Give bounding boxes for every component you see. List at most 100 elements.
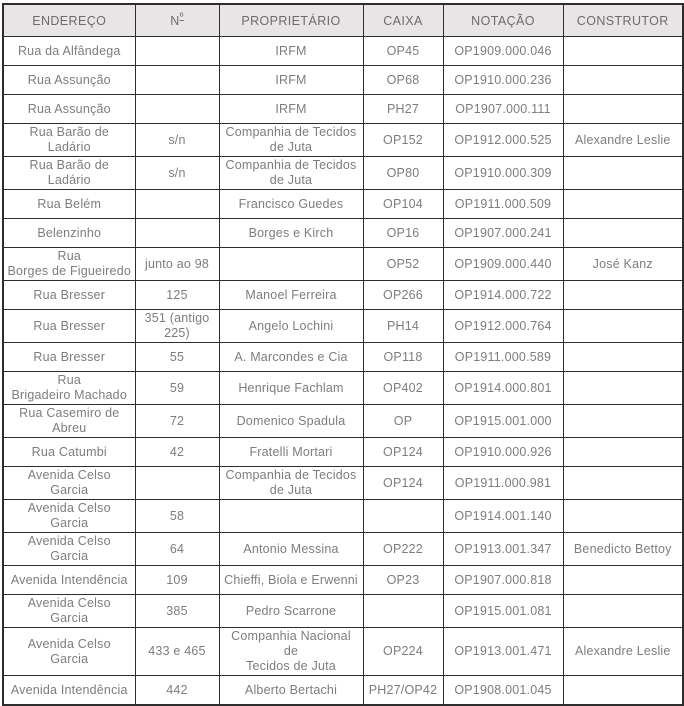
- table-row: Rua Barão de Ladário s/n Companhia de Teci…: [2, 156, 684, 190]
- column-header-construtor: CONSTRUTOR: [562, 3, 684, 37]
- cell-endereco: Avenida Celso Garcia: [2, 499, 136, 533]
- cell-caixa: OP224: [362, 627, 444, 676]
- table-row: Rua Catumbi 42 Fratelli Mortari OP124 OP1910…: [2, 437, 684, 467]
- cell-notacao: OP1915.001.000: [442, 404, 564, 438]
- table-row: Rua Brigadeiro Machado 59 Henrique Fachlam…: [2, 371, 684, 405]
- column-header-endereco: ENDEREÇO: [2, 3, 136, 37]
- cell-caixa: OP222: [362, 532, 444, 566]
- cell-proprietario: IRFM: [218, 65, 364, 95]
- cell-caixa: OP118: [362, 342, 444, 372]
- cell-construtor: [562, 280, 684, 310]
- table-row: Rua Casemiro de Abreu 72 Domenico Spadula O…: [2, 404, 684, 438]
- cell-endereco: Rua Assunção: [2, 65, 136, 95]
- cell-endereco: Avenida Intendência: [2, 675, 136, 706]
- cell-endereco: Rua da Alfândega: [2, 36, 136, 66]
- cell-notacao: OP1913.001.347: [442, 532, 564, 566]
- cell-construtor: [562, 499, 684, 533]
- table-row: Rua Barão de Ladário s/n Companhia de Teci…: [2, 123, 684, 157]
- cell-numero: junto ao 98: [134, 247, 220, 281]
- cell-numero: 72: [134, 404, 220, 438]
- cell-caixa: [362, 594, 444, 628]
- cell-notacao: OP1907.000.111: [442, 94, 564, 124]
- cell-numero: [134, 218, 220, 248]
- table-row: Rua Bresser 125 Manoel Ferreira OP266 OP1914…: [2, 280, 684, 310]
- cell-construtor: [562, 94, 684, 124]
- cell-proprietario: Chieffi, Biola e Erwenni: [218, 565, 364, 595]
- header-row: ENDEREÇO Nº PROPRIETÁRIO CAIXA NOTAÇÃO CONSTR…: [2, 3, 684, 37]
- cell-notacao: OP1913.001.471: [442, 627, 564, 676]
- cell-numero: 42: [134, 437, 220, 467]
- cell-construtor: [562, 218, 684, 248]
- cell-construtor: [562, 404, 684, 438]
- cell-notacao: OP1911.000.509: [442, 189, 564, 219]
- cell-caixa: OP45: [362, 36, 444, 66]
- cell-proprietario: Henrique Fachlam: [218, 371, 364, 405]
- cell-endereco: Rua Casemiro de Abreu: [2, 404, 136, 438]
- cell-numero: 385: [134, 594, 220, 628]
- cell-notacao: OP1911.000.981: [442, 466, 564, 500]
- cell-numero: 109: [134, 565, 220, 595]
- cell-construtor: Alexandre Leslie: [562, 123, 684, 157]
- cell-numero: 442: [134, 675, 220, 706]
- cell-construtor: Benedicto Bettoy: [562, 532, 684, 566]
- cell-proprietario: A. Marcondes e Cia: [218, 342, 364, 372]
- cell-numero: 351 (antigo 225): [134, 309, 220, 343]
- table-row: Avenida Intendência 109 Chieffi, Biola e E…: [2, 565, 684, 595]
- table-row: Belenzinho Borges e Kirch OP16 OP1907.000.2…: [2, 218, 684, 248]
- column-header-numero: Nº: [134, 3, 220, 37]
- cell-construtor: [562, 466, 684, 500]
- cell-caixa: PH14: [362, 309, 444, 343]
- cell-endereco: Rua Belém: [2, 189, 136, 219]
- cell-construtor: Alexandre Leslie: [562, 627, 684, 676]
- cell-proprietario: Antonio Messina: [218, 532, 364, 566]
- cell-notacao: OP1909.000.046: [442, 36, 564, 66]
- cell-caixa: OP52: [362, 247, 444, 281]
- cell-caixa: OP23: [362, 565, 444, 595]
- cell-caixa: OP104: [362, 189, 444, 219]
- table-row: Rua Assunção IRFM OP68 OP1910.000.236: [2, 65, 684, 95]
- cell-caixa: PH27: [362, 94, 444, 124]
- cell-numero: 58: [134, 499, 220, 533]
- cell-caixa: OP80: [362, 156, 444, 190]
- cell-proprietario: Francisco Guedes: [218, 189, 364, 219]
- cell-construtor: [562, 437, 684, 467]
- cell-proprietario: Companhia de Tecidos de Juta: [218, 156, 364, 190]
- table-row: Rua Belém Francisco Guedes OP104 OP1911.000…: [2, 189, 684, 219]
- cell-notacao: OP1914.001.140: [442, 499, 564, 533]
- cell-notacao: OP1914.000.722: [442, 280, 564, 310]
- cell-proprietario: Companhia Nacional de Tecidos de Juta: [218, 627, 364, 676]
- column-header-caixa: CAIXA: [362, 3, 444, 37]
- cell-construtor: [562, 371, 684, 405]
- cell-proprietario: Pedro Scarrone: [218, 594, 364, 628]
- cell-notacao: OP1909.000.440: [442, 247, 564, 281]
- cell-caixa: OP152: [362, 123, 444, 157]
- cell-endereco: Rua Barão de Ladário: [2, 156, 136, 190]
- cell-caixa: OP266: [362, 280, 444, 310]
- table-row: Avenida Celso Garcia 433 e 465 Companhia N…: [2, 627, 684, 676]
- column-header-proprietario: PROPRIETÁRIO: [218, 3, 364, 37]
- cell-construtor: [562, 36, 684, 66]
- table-row: Rua Bresser 55 A. Marcondes e Cia OP118 OP19…: [2, 342, 684, 372]
- table-row: Avenida Celso Garcia 64 Antonio Messina OP2…: [2, 532, 684, 566]
- cell-endereco: Avenida Celso Garcia: [2, 594, 136, 628]
- table-row: Rua Assunção IRFM PH27 OP1907.000.111: [2, 94, 684, 124]
- cell-caixa: [362, 499, 444, 533]
- cell-caixa: OP68: [362, 65, 444, 95]
- table-row: Rua Bresser 351 (antigo 225) Angelo Lochin…: [2, 309, 684, 343]
- cell-notacao: OP1907.000.818: [442, 565, 564, 595]
- cell-endereco: Rua Catumbi: [2, 437, 136, 467]
- cell-endereco: Rua Bresser: [2, 280, 136, 310]
- cell-endereco: Rua Assunção: [2, 94, 136, 124]
- cell-caixa: OP124: [362, 466, 444, 500]
- cell-construtor: [562, 565, 684, 595]
- cell-notacao: OP1915.001.081: [442, 594, 564, 628]
- cell-caixa: OP402: [362, 371, 444, 405]
- cell-proprietario: Manoel Ferreira: [218, 280, 364, 310]
- cell-numero: 64: [134, 532, 220, 566]
- cell-caixa: PH27/OP42: [362, 675, 444, 706]
- cell-proprietario: IRFM: [218, 36, 364, 66]
- table-row: Avenida Intendência 442 Alberto Bertachi PH…: [2, 675, 684, 706]
- cell-numero: 433 e 465: [134, 627, 220, 676]
- cell-numero: [134, 65, 220, 95]
- records-table: ENDEREÇO Nº PROPRIETÁRIO CAIXA NOTAÇÃO CONSTR…: [2, 3, 684, 706]
